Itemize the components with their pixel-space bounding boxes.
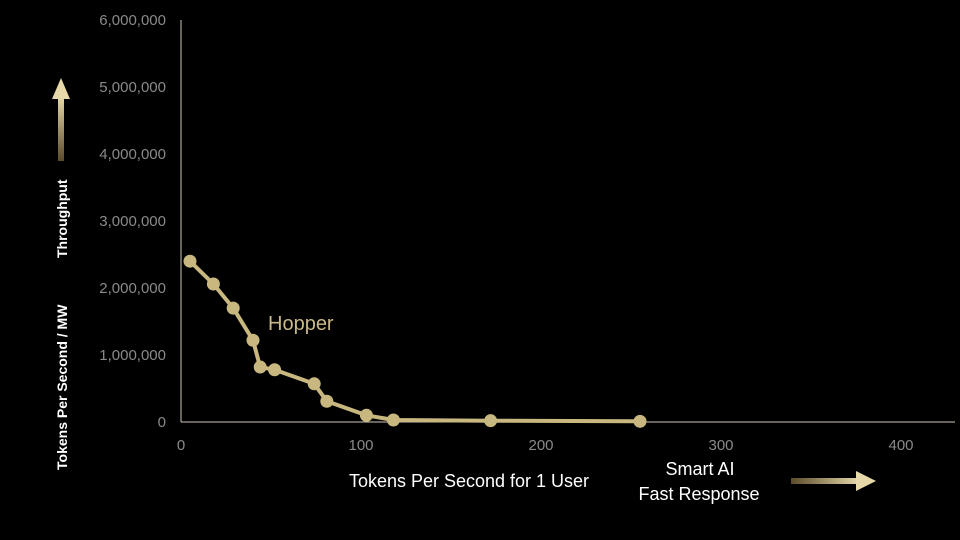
up-arrow-icon	[52, 78, 70, 161]
y-tick-label: 6,000,000	[99, 12, 166, 29]
y-tick-label: 4,000,000	[99, 146, 166, 163]
annotation-fast-response: Fast Response	[638, 484, 759, 504]
y-tick-labels: 0 1,000,000 2,000,000 3,000,000 4,000,000 5,0…	[99, 12, 166, 431]
x-axis-label: Tokens Per Second for 1 User	[349, 471, 589, 491]
data-point	[320, 394, 334, 408]
data-point	[307, 377, 321, 391]
y-tick-label: 2,000,000	[99, 280, 166, 297]
x-tick-label: 200	[528, 437, 553, 454]
data-point	[484, 414, 498, 428]
data-point	[226, 301, 240, 315]
x-tick-label: 300	[708, 437, 733, 454]
data-point	[246, 333, 260, 347]
x-tick-label: 0	[177, 437, 185, 454]
hopper-series-points	[183, 254, 647, 428]
x-tick-labels: 0 100 200 300 400	[177, 437, 914, 454]
right-arrow-icon	[791, 471, 876, 491]
y-tick-label: 1,000,000	[99, 347, 166, 364]
y-axis-label: Tokens Per Second / MW	[54, 304, 70, 470]
data-point	[206, 277, 220, 291]
data-point	[386, 413, 400, 427]
y-tick-label: 3,000,000	[99, 213, 166, 230]
y-tick-label: 0	[158, 414, 166, 431]
data-point	[268, 363, 282, 377]
x-tick-label: 400	[888, 437, 913, 454]
y-axis-throughput-label: Throughput	[54, 179, 70, 258]
data-point	[183, 254, 197, 268]
data-point	[633, 414, 647, 428]
annotation-smart-ai: Smart AI	[665, 459, 734, 479]
data-point	[253, 360, 267, 374]
y-tick-label: 5,000,000	[99, 79, 166, 96]
series-label-hopper: Hopper	[268, 313, 334, 335]
x-tick-label: 100	[348, 437, 373, 454]
data-point	[359, 408, 373, 422]
